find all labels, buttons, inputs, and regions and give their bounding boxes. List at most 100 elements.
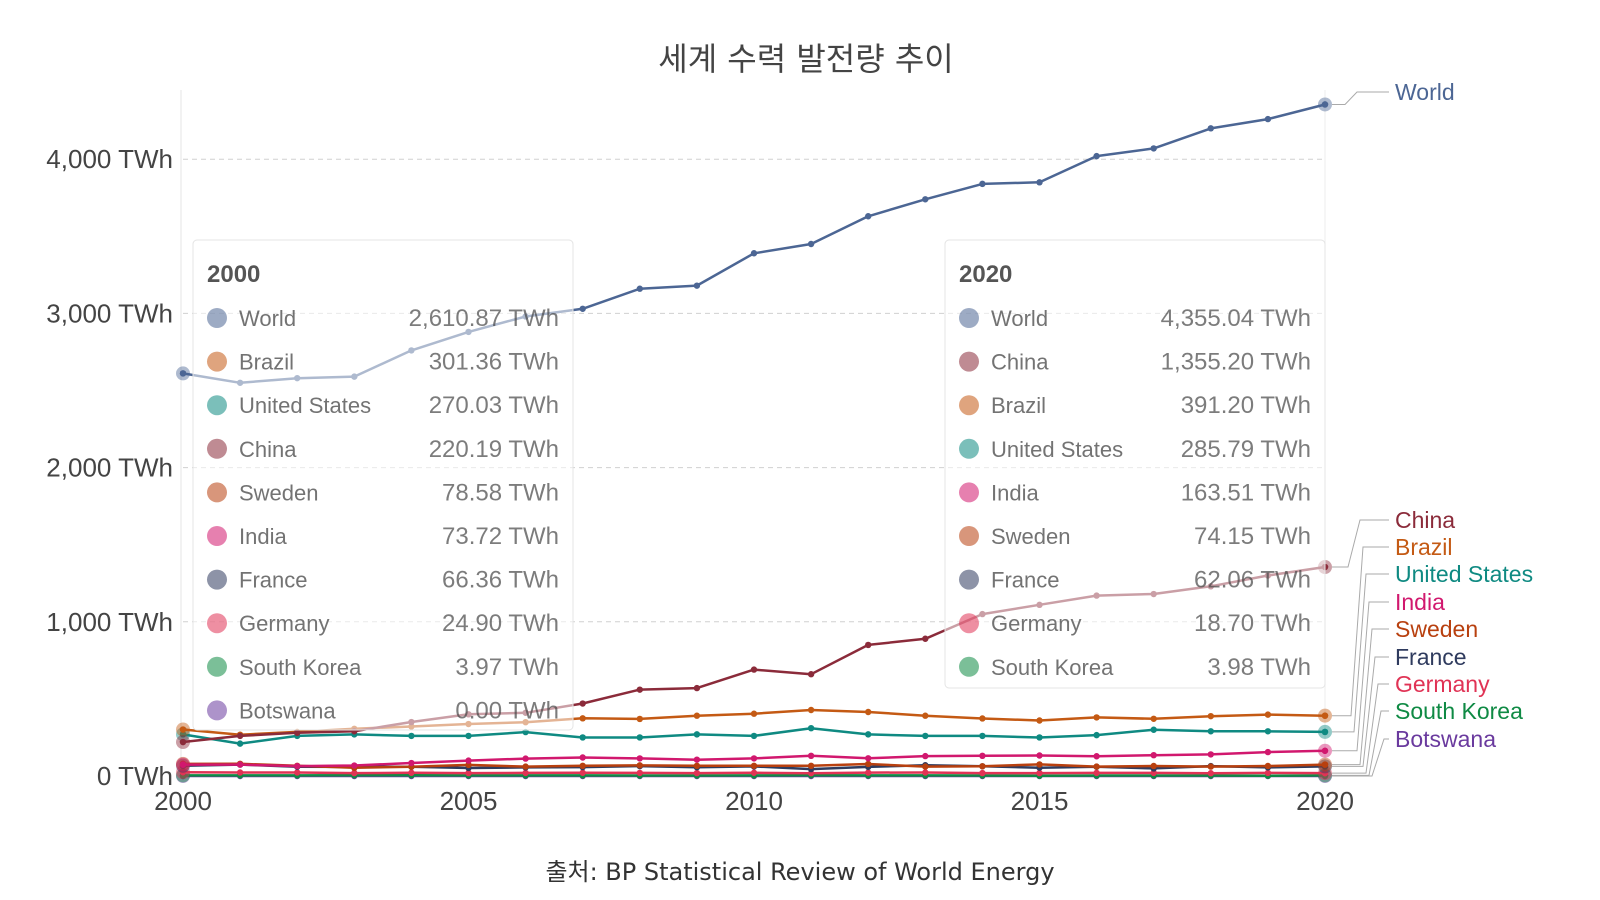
data-point-china[interactable]: [922, 635, 929, 642]
data-point-india[interactable]: [408, 759, 415, 767]
data-point-sweden[interactable]: [636, 762, 643, 769]
data-point-united-states[interactable]: [465, 732, 472, 740]
data-point-germany[interactable]: [750, 769, 758, 776]
data-point-sweden[interactable]: [1207, 763, 1215, 770]
data-point-united-states[interactable]: [236, 740, 244, 747]
data-point-germany[interactable]: [1150, 769, 1157, 777]
data-point-united-states[interactable]: [922, 732, 929, 740]
data-point-united-states[interactable]: [1093, 731, 1100, 739]
data-point-germany[interactable]: [1207, 770, 1215, 777]
data-point-sweden[interactable]: [1150, 762, 1157, 770]
data-point-brazil[interactable]: [579, 715, 586, 722]
data-point-india[interactable]: [807, 752, 815, 759]
data-point-world[interactable]: [1264, 115, 1272, 123]
data-point-united-states[interactable]: [1207, 728, 1215, 735]
data-point-world[interactable]: [922, 196, 929, 203]
data-point-india[interactable]: [865, 755, 872, 762]
data-point-sweden[interactable]: [522, 763, 529, 770]
data-point-sweden[interactable]: [750, 762, 758, 770]
data-point-sweden[interactable]: [865, 760, 872, 768]
data-point-sweden[interactable]: [1093, 763, 1100, 770]
data-point-brazil[interactable]: [865, 708, 872, 716]
data-point-china[interactable]: [236, 732, 244, 740]
data-point-india[interactable]: [693, 756, 701, 763]
data-point-india[interactable]: [1207, 751, 1215, 758]
data-point-india[interactable]: [1150, 751, 1157, 759]
data-point-germany[interactable]: [979, 769, 986, 777]
data-point-brazil[interactable]: [1036, 717, 1043, 724]
data-point-sweden[interactable]: [1036, 761, 1043, 768]
data-point-brazil[interactable]: [979, 715, 986, 722]
data-point-united-states[interactable]: [1264, 728, 1272, 735]
data-point-united-states[interactable]: [579, 734, 586, 741]
data-point-united-states[interactable]: [1150, 726, 1157, 733]
data-point-world[interactable]: [979, 180, 986, 188]
data-point-brazil[interactable]: [922, 712, 929, 719]
data-point-sweden[interactable]: [807, 762, 815, 770]
data-point-world[interactable]: [1036, 179, 1043, 186]
data-point-germany[interactable]: [922, 769, 929, 776]
data-point-brazil[interactable]: [1264, 711, 1272, 718]
data-point-united-states[interactable]: [636, 734, 643, 741]
data-point-germany[interactable]: [294, 769, 301, 776]
data-point-china[interactable]: [865, 641, 872, 649]
data-point-world[interactable]: [1093, 152, 1100, 160]
data-point-germany[interactable]: [465, 769, 472, 777]
data-point-china[interactable]: [693, 684, 701, 692]
data-point-india[interactable]: [1093, 753, 1100, 760]
data-point-united-states[interactable]: [750, 732, 758, 740]
data-point-sweden[interactable]: [979, 763, 986, 770]
data-point-united-states[interactable]: [979, 732, 986, 740]
data-point-germany[interactable]: [636, 769, 643, 777]
data-point-sweden[interactable]: [579, 762, 586, 770]
data-point-united-states[interactable]: [408, 732, 415, 740]
data-point-india[interactable]: [1264, 748, 1272, 756]
data-point-united-states[interactable]: [807, 724, 815, 732]
data-point-germany[interactable]: [579, 769, 586, 776]
data-point-china[interactable]: [294, 729, 301, 737]
data-point-china[interactable]: [807, 671, 815, 678]
data-point-brazil[interactable]: [693, 712, 701, 719]
data-point-china[interactable]: [750, 666, 758, 673]
data-point-world[interactable]: [579, 305, 586, 312]
data-point-germany[interactable]: [408, 769, 415, 776]
data-point-germany[interactable]: [1093, 769, 1100, 777]
data-point-india[interactable]: [750, 755, 758, 762]
data-point-india[interactable]: [636, 755, 643, 762]
data-point-brazil[interactable]: [807, 706, 815, 714]
data-point-china[interactable]: [636, 686, 643, 693]
data-point-world[interactable]: [807, 240, 815, 248]
data-point-sweden[interactable]: [922, 763, 929, 770]
data-point-india[interactable]: [465, 757, 472, 764]
data-point-china[interactable]: [579, 700, 586, 707]
data-point-india[interactable]: [351, 762, 358, 769]
data-point-world[interactable]: [693, 282, 701, 289]
data-point-india[interactable]: [979, 752, 986, 759]
data-point-world[interactable]: [750, 250, 758, 257]
data-point-world[interactable]: [636, 285, 643, 292]
data-point-germany[interactable]: [351, 769, 358, 777]
data-point-united-states[interactable]: [865, 731, 872, 738]
data-point-world[interactable]: [865, 213, 872, 220]
data-point-germany[interactable]: [1036, 769, 1043, 777]
data-point-india[interactable]: [236, 761, 244, 768]
data-point-brazil[interactable]: [1207, 712, 1215, 720]
data-point-united-states[interactable]: [693, 731, 701, 738]
data-point-india[interactable]: [522, 755, 529, 762]
data-point-germany[interactable]: [236, 769, 244, 776]
data-point-india[interactable]: [922, 752, 929, 760]
data-point-brazil[interactable]: [1150, 715, 1157, 722]
data-point-sweden[interactable]: [693, 762, 701, 770]
data-point-germany[interactable]: [865, 769, 872, 776]
data-point-world[interactable]: [1207, 125, 1215, 132]
data-point-germany[interactable]: [522, 769, 529, 777]
data-point-brazil[interactable]: [750, 710, 758, 717]
data-point-india[interactable]: [294, 762, 301, 770]
data-point-world[interactable]: [1150, 145, 1157, 152]
data-point-sweden[interactable]: [1264, 762, 1272, 770]
data-point-india[interactable]: [579, 754, 586, 761]
data-point-india[interactable]: [1036, 752, 1043, 759]
data-point-united-states[interactable]: [1036, 734, 1043, 741]
data-point-germany[interactable]: [693, 769, 701, 777]
data-point-brazil[interactable]: [636, 715, 643, 723]
